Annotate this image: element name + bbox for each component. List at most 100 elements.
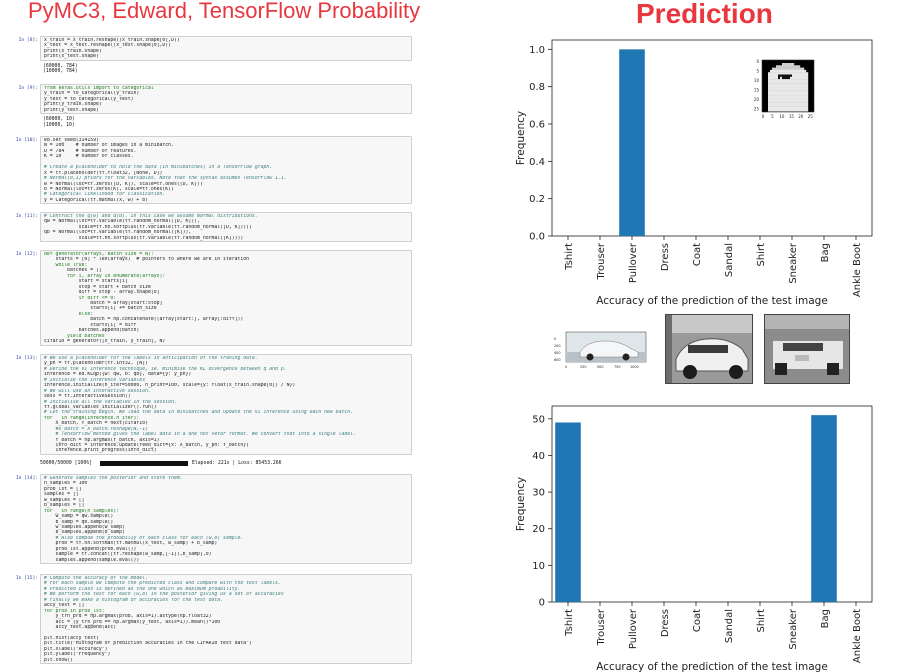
code-line: qb = Normal(loc=tf.Variable(tf.random_no… [44,230,192,236]
cell-prompt: In [11]: [15,214,38,219]
code-line: # For each sample we compute the predict… [44,581,281,587]
code-line: for prob in prob_lst: [44,608,105,614]
code-line: # TensorFlow method gives the label data… [44,432,356,438]
code-line: yield batches [44,333,105,339]
code-line: batches.append(batch) [44,328,140,334]
cell-prompt: In [15]: [15,576,38,581]
y-tick-label: 30 [532,488,545,499]
x-tick-label: Coat [692,243,703,266]
code-line: D = 784 # number of features. [44,148,137,154]
code-line: x_train = x_train.reshape((x_train.shape… [44,38,180,43]
code-line: from keras.utils import to_categorical [44,86,154,91]
x-tick-label: Trouser [596,608,607,646]
y-tick-label: 0.4 [529,157,545,168]
x-tick-label: Dress [660,243,671,271]
code-line: # Initialise all the variables in the se… [44,399,177,405]
cell-input[interactable]: # Generate samples the posterior and sto… [40,474,412,565]
code-line: samples.append(sample.eval()) [44,557,140,563]
x-tick-label: Dress [660,609,671,637]
code-line: # We will use an interactive session. [44,388,151,394]
bar [619,49,645,236]
plot-area [551,39,873,237]
x-tick-label: Tshirt [564,609,575,637]
code-line: Y_batch = np.argmax(Y_batch, axis=1) [44,437,160,443]
code-line: qw = Normal(loc=tf.Variable(tf.random_no… [44,219,200,225]
x-tick-label: Ankle Boot [852,609,863,663]
cell-input[interactable]: # We use a placeholder for the labels in… [40,354,412,456]
inset-y-tick: 5 [756,68,759,73]
x-tick-label: Coat [692,609,703,632]
cell-input[interactable]: x_train = x_train.reshape((x_train.shape… [40,36,412,61]
code-line: # Normal(0,1) priors for the variables. … [44,176,287,182]
y-tick-label: 0.6 [529,120,545,131]
inset-y-tick: 10 [754,78,760,83]
inset-x-tick: 10 [779,114,785,119]
inset-y-tick: 15 [754,87,760,92]
code-line: x = tf.placeholder(tf.float32, [None, D]… [44,170,163,176]
code-line: plt.title("Histogram of prediction accur… [44,641,252,647]
prediction-chart-top: 0.0 0.2 0.4 0.6 0.8 1.0 Tshirt Trouser Pullover D… [515,39,873,306]
code-line: # Compute the accuracy of the model. [44,576,148,581]
code-line: starts = [0] * len(arrays) # pointers to… [44,257,250,263]
car-pixelated-thumbnail [764,314,850,384]
x-tick-label: Trouser [596,242,607,280]
code-line: # Initialse the inference variables [44,377,146,383]
code-line: diff = stop - array.shape[0] [44,290,160,296]
y-tick-label: 10 [532,561,545,572]
progress-bar [100,461,188,466]
inset-x-tick: 20 [798,114,804,119]
code-line: scale=tf.nn.softplus(tf.Variable(tf.rand… [44,224,252,230]
code-line: cifar10 = generator([x_train, y_train], … [44,339,166,344]
output-line: (10000, 784) [43,69,78,75]
code-line: K = 10 # number of classes. [44,154,134,160]
code-line: starts[i] += batch_size [44,306,157,312]
output-line: (60000, 10) [43,117,75,123]
cell-input[interactable]: # Compute the accuracy of the model. # Fo… [40,574,412,665]
code-line: b_samp = qb.sample() [44,519,114,525]
code-line: for _ in range(n_samples): [44,508,120,514]
code-line: stop = start + batch_size [44,284,151,290]
thumb-xtick: 750 [614,365,620,369]
code-line: X_batch, Y_batch = next(cifar10) [44,421,148,427]
code-line: # Also compue the probabiliy of each cla… [44,535,244,541]
cell-input[interactable]: from keras.utils import to_categorical y_… [40,84,412,115]
cell-input[interactable]: ed.set_seed(314159) N = 100 # number of i… [40,136,412,205]
code-line: print(y_test.shape) [44,107,99,113]
code-line: # Contruct the q(w) and q(b). in this ca… [44,214,258,219]
code-line: inference = ed.KLqp({w: qw, b: qb}, data… [44,372,192,378]
y-tick-label: 0.2 [529,194,545,205]
code-line: # Let the training begin. We load the da… [44,410,354,416]
code-line: prob_lst = [] [44,486,82,492]
cell-input[interactable]: # Contruct the q(w) and q(b). in this ca… [40,212,412,243]
x-tick-label: Bag [820,609,831,628]
code-line: w = Normal(loc=tf.zeros([D, K]), scale=t… [44,181,203,187]
cell-input[interactable]: def generator(arrays, batch_size = N): s… [40,250,412,346]
code-line: # Generate samples the posterior and sto… [44,476,183,481]
notebook-panel[interactable]: In [8]: x_train = x_train.reshape((x_trai… [8,30,412,672]
y-tick-label: 40 [532,451,545,462]
code-line: # Finally we make a histogram of accurac… [44,597,224,603]
thumb-ytick: 0 [554,337,556,341]
inset-y-tick: 0 [756,59,759,64]
code-line: b_samples.append(b_samp) [44,530,125,536]
code-line: y_test = to_categorical(y_test) [44,96,134,102]
code-line: # Predicted class is defined as the one … [44,586,241,592]
progress-stats: Elapsed: 221s | Loss: 85453.266 [192,461,282,466]
x-tick-label: Pullover [628,242,639,283]
y-tick-label: 0.0 [529,232,545,243]
code-line: sess = tf.InteractiveSession() [44,394,131,400]
thumb-xtick: 250 [580,365,586,369]
output-line: (60000, 784) [43,63,78,69]
code-line: y_ph = tf.placeholder(tf.int32, [N]) [44,361,148,367]
code-line: def generator(arrays, batch_size = N): [44,252,154,257]
thumb-ytick: 400 [554,351,560,355]
code-line: prob = tf.nn.softmax(tf.matmul(x_test, w… [44,541,218,547]
code-line: N = 100 # number of images in a minibatc… [44,143,174,149]
code-line: print(x_train.shape) [44,48,102,54]
code-line: # We perform the test for each (w,b) in … [44,592,284,598]
y-tick-label: 50 [532,414,545,425]
code-line: sample = tf.concat([tf.reshape(w_samp,[-… [44,552,212,558]
training-progress: 50000/50000 [100%] Elapsed: 221s | Loss: … [40,460,412,468]
code-line: # Categorical likelihood for classicatio… [44,192,166,198]
x-tick-label: Sandal [724,609,735,643]
